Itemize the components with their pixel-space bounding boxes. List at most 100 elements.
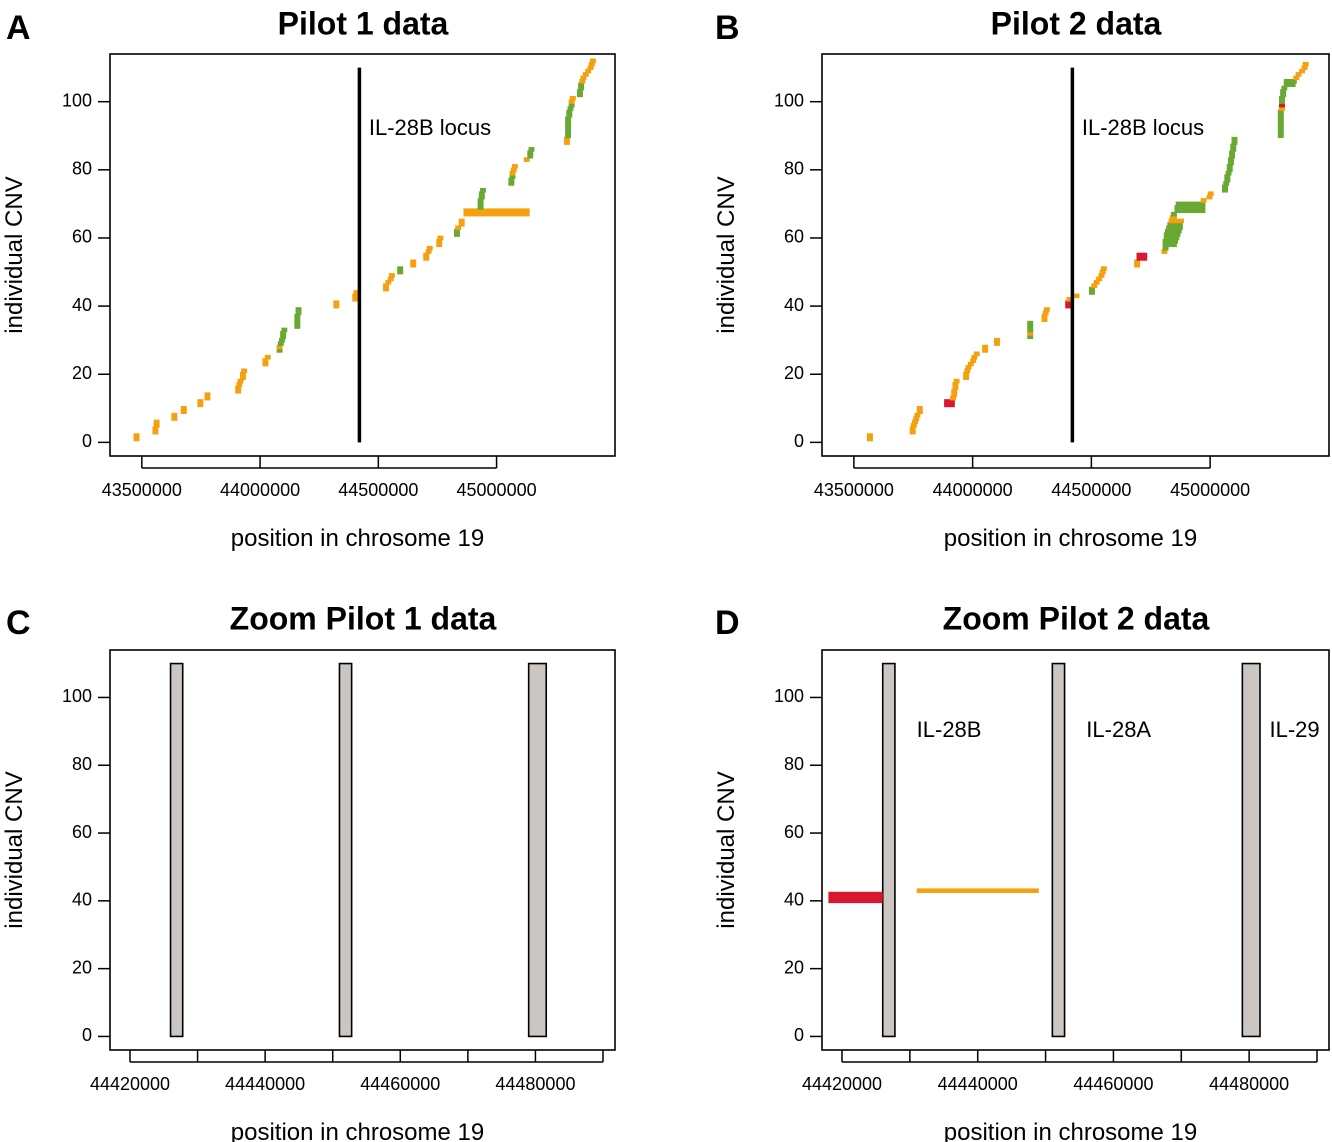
y-tick-label: 100 [774,90,804,110]
x-axis: 43500000 44000000 44500000 45000000 [814,456,1250,500]
cnv-segment [916,406,923,411]
y-tick-label: 40 [784,890,804,910]
cnv-segment [294,314,301,319]
x-tick-label: 45000000 [457,480,537,500]
plot-frame [821,649,1330,1051]
gene-box [527,662,548,1038]
cnv-segment [953,378,960,384]
cnv-segment [944,399,955,404]
cnv-segment [1230,147,1237,152]
annotation-label: IL-29 [1270,717,1320,742]
cnv-segment [1167,222,1183,227]
cnv-segment [828,895,883,900]
cnv-segment [1207,191,1214,196]
cnv-segment [1162,245,1169,251]
cnv-segment [133,433,140,438]
cnv-segment [1174,205,1206,210]
cnv-segment [153,423,160,428]
cnv-segment [239,371,246,377]
cnv-segment [944,402,955,408]
cnv-segment [909,429,916,435]
cnv-segment [1293,75,1300,81]
cnv-segment [281,327,288,333]
x-tick-label: 45000000 [1170,480,1250,500]
y-tick-label: 80 [72,754,92,774]
gene-box [169,662,184,1038]
cnv-segments [828,888,1039,904]
x-axis-title: position in chrosome 19 [231,525,484,552]
cnv-segment [352,296,359,302]
cnv-segment [180,406,187,411]
cnv-segment [262,358,269,363]
y-tick-label: 100 [62,686,92,706]
x-tick-label: 44480000 [1209,1074,1289,1094]
cnv-segment [994,337,1000,343]
x-tick-label: 44460000 [360,1074,440,1094]
cnv-segment [916,409,923,415]
cnv-segment [566,113,573,118]
cnv-segment [280,334,287,340]
cnv-segment [970,358,977,363]
cnv-segments [133,58,596,442]
cnv-segment [563,140,570,145]
x-tick-label: 44440000 [938,1074,1018,1094]
cnv-segment [1283,78,1297,84]
y-axis-title: individual CNV [1,771,28,928]
cnv-segment [914,412,921,418]
y-axis: 0 20 40 60 80 100 [774,686,822,1045]
cnv-segment [576,89,583,94]
cnv-segment [1136,256,1148,261]
cnv-segment [236,382,243,387]
panel-title: Zoom Pilot 1 data [230,600,497,636]
gene-box [1051,662,1066,1038]
cnv-segment [197,399,204,404]
x-tick-label: 43500000 [102,480,182,500]
cnv-segment [463,208,530,214]
cnv-segment [295,307,302,312]
cnv-segment [410,259,417,265]
y-tick-label: 60 [784,822,804,842]
cnv-segment [528,147,535,152]
y-tick-label: 20 [784,957,804,977]
cnv-segment [152,429,159,435]
cnv-segment [1281,85,1288,91]
cnv-segment [423,256,430,261]
cnv-segment [580,75,587,81]
y-tick-label: 20 [784,363,804,383]
cnv-segment [568,99,575,104]
cnv-segment [277,341,284,346]
cnv-segment [241,368,248,374]
cnv-segment [264,354,271,360]
cnv-segment [458,218,465,224]
cnv-segment [171,416,178,421]
cnv-segment [387,276,394,282]
x-tick-label: 44480000 [495,1074,575,1094]
cnv-segment [588,61,595,67]
cnv-segment [1227,160,1234,166]
cnv-segment [458,222,465,227]
panel-letter: D [715,604,740,642]
cnv-segment [1229,153,1236,159]
cnv-segment [563,136,570,142]
cnv-segment [1041,317,1048,323]
cnv-segment [1136,252,1148,258]
cnv-segment [967,361,974,367]
y-tick-label: 0 [794,431,804,451]
panel-b: B Pilot 2 data 0 20 40 60 80 100 43500000 4400000… [713,5,1330,552]
cnv-segment [276,348,283,353]
cnv-segment [276,344,283,350]
cnv-segment [1089,286,1095,292]
cnv-segment [578,85,585,91]
cnv-segment [1165,228,1182,234]
cnv-segment [1227,157,1234,162]
cnv-segment [197,402,204,408]
cnv-segment [566,109,573,115]
cnv-segment [397,266,404,271]
cnv-segment [1134,262,1141,268]
cnv-segment [436,239,443,244]
y-tick-label: 100 [774,686,804,706]
cnv-segment [568,102,575,108]
cnv-segment [1065,300,1072,305]
cnv-segment [1299,68,1306,74]
cnv-segment [1224,177,1231,183]
